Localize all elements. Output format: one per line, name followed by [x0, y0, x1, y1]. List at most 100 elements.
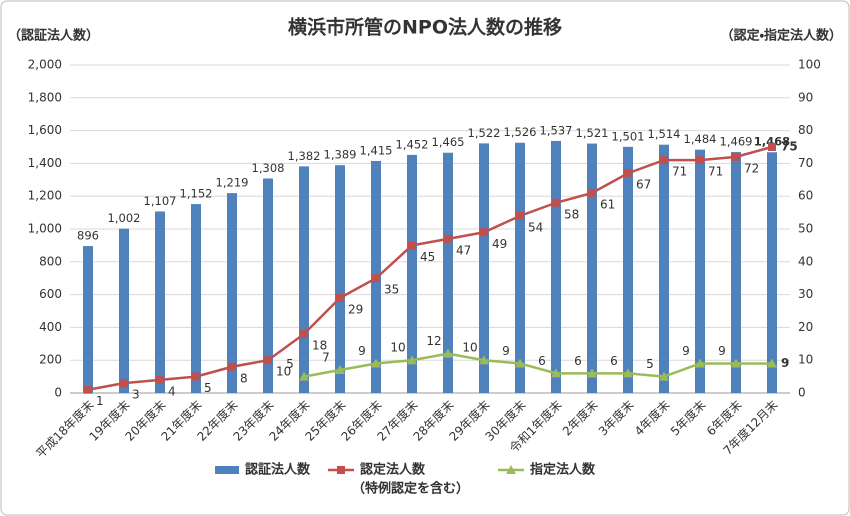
bar-value-label: 1,308 — [252, 161, 285, 175]
bar — [263, 178, 273, 393]
line-marker — [588, 188, 596, 197]
line-marker — [300, 329, 308, 338]
bar-value-label: 1,526 — [504, 125, 537, 139]
y2-tick-label: 20 — [798, 320, 813, 334]
legend-label: 認定法人数 — [360, 462, 426, 478]
line-marker — [660, 156, 668, 165]
line-value-label: 9 — [682, 344, 690, 358]
line-marker — [552, 198, 560, 207]
line-marker — [516, 211, 524, 220]
y2-tick-label: 70 — [798, 156, 813, 170]
line-marker — [624, 169, 632, 178]
line-value-label: 12 — [426, 334, 441, 348]
legend-note: （特例認定を含む） — [352, 481, 469, 497]
line-marker — [506, 465, 516, 474]
chart-title: 横浜市所管のNPO法人数の推移 — [288, 16, 562, 39]
line-value-label: 10 — [390, 341, 405, 355]
bar-value-label: 896 — [77, 229, 99, 243]
bar-value-label: 1,107 — [144, 194, 177, 208]
line-value-label: 10 — [276, 365, 291, 379]
bar-value-label: 1,002 — [108, 211, 141, 225]
line-value-label: 49 — [492, 237, 507, 251]
bar — [767, 152, 777, 393]
line-value-label: 35 — [384, 283, 399, 297]
line-marker — [192, 372, 200, 381]
bar-value-label: 1,522 — [468, 126, 501, 140]
bar — [587, 143, 597, 393]
line-value-label: 10 — [462, 341, 477, 355]
line-value-label: 71 — [708, 165, 723, 179]
y-tick-label: 0 — [54, 386, 62, 400]
y-tick-label: 600 — [39, 287, 62, 301]
bar-value-label: 1,219 — [216, 176, 249, 190]
line-marker — [264, 356, 272, 365]
line-value-label: 1 — [96, 394, 104, 408]
bar — [443, 152, 453, 393]
bar-value-label: 1,514 — [648, 127, 681, 141]
line-value-label: 47 — [456, 243, 471, 257]
bar-value-label: 1,415 — [360, 143, 393, 157]
line-marker — [479, 355, 489, 365]
y-axis-title: （認証法人数） — [8, 28, 99, 44]
line-marker — [696, 156, 704, 165]
y2-tick-label: 40 — [798, 254, 813, 268]
line-marker — [299, 371, 309, 381]
y-tick-label: 1,600 — [28, 123, 62, 137]
line-value-label: 18 — [312, 338, 327, 352]
bar-value-label: 1,501 — [612, 129, 645, 143]
line-value-label: 29 — [348, 302, 363, 316]
bar-value-label: 1,521 — [576, 126, 609, 140]
y-tick-label: 1,200 — [28, 189, 62, 203]
y-tick-label: 400 — [39, 320, 62, 334]
bar — [623, 146, 633, 393]
bar — [83, 246, 93, 393]
line-value-label: 54 — [528, 220, 543, 234]
series-line — [87, 145, 773, 391]
y2-tick-label: 90 — [798, 90, 813, 104]
bar — [191, 204, 201, 393]
line-value-label: 4 — [168, 384, 176, 398]
bar — [299, 166, 309, 393]
line-value-label: 5 — [286, 357, 294, 371]
line-marker — [335, 365, 345, 375]
line-marker — [84, 385, 92, 394]
line-marker — [659, 371, 669, 381]
y2-tick-label: 10 — [798, 353, 813, 367]
line-value-label: 5 — [646, 357, 654, 371]
y2-axis-title: （認定・指定法人数） — [721, 28, 842, 44]
y-tick-label: 2,000 — [28, 58, 62, 72]
line-marker — [371, 358, 381, 368]
line-marker — [372, 274, 380, 283]
line-value-label: 61 — [600, 197, 615, 211]
line-value-label: 71 — [672, 165, 687, 179]
line-value-label: 6 — [574, 354, 582, 368]
line-value-label: 9 — [718, 344, 726, 358]
bar — [119, 228, 129, 393]
line-marker — [228, 362, 236, 371]
line-value-label: 45 — [420, 250, 435, 264]
line-marker — [587, 368, 597, 378]
line-value-label: 75 — [781, 140, 798, 154]
bar — [407, 154, 417, 393]
line-marker — [443, 348, 453, 358]
bar-value-label: 1,382 — [288, 149, 321, 163]
line-marker — [337, 466, 345, 474]
y2-tick-label: 80 — [798, 123, 813, 137]
bar — [551, 140, 561, 393]
bar — [659, 144, 669, 393]
y-tick-label: 1,000 — [28, 222, 62, 236]
line-marker — [120, 379, 128, 388]
line-value-label: 9 — [781, 356, 789, 370]
line-marker — [767, 358, 777, 368]
legend-label: 認証法人数 — [245, 462, 311, 478]
bar-value-label: 1,537 — [540, 123, 573, 137]
bar — [515, 142, 525, 393]
line-value-label: 7 — [322, 351, 330, 365]
y2-tick-label: 100 — [798, 58, 821, 72]
bar-value-label: 1,389 — [324, 148, 357, 162]
line-marker — [408, 241, 416, 250]
line-marker — [156, 375, 164, 384]
